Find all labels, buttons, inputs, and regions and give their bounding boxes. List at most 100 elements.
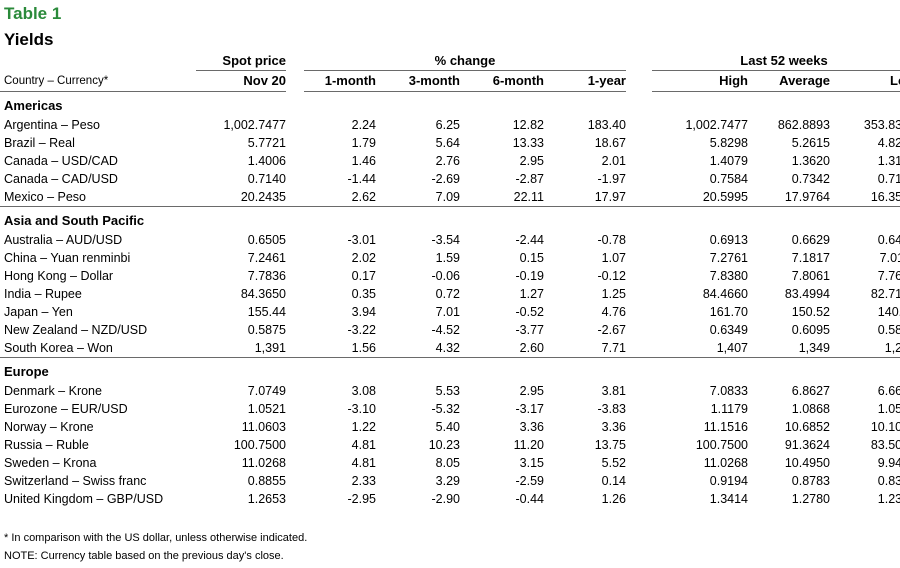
value-cell: 22.11 xyxy=(513,190,544,204)
table-row: Canada – CAD/USD 0.7140 -1.44 -2.69 -2.87 -1.… xyxy=(0,170,900,188)
value-cell: -2.44 xyxy=(515,233,545,247)
group-spot-price: Spot price xyxy=(196,52,286,71)
value-cell: 2.01 xyxy=(601,154,626,168)
spacer-cell xyxy=(286,267,304,285)
group-header-row: Spot price % change Last 52 weeks xyxy=(0,52,900,71)
value-cell: 1.2780 xyxy=(791,492,830,506)
spacer-cell xyxy=(626,303,652,321)
table-row: Australia – AUD/USD 0.6505 -3.01 -3.54 -2.44… xyxy=(0,231,900,249)
value-cell: 82.7130 xyxy=(870,287,900,301)
value-cell: 0.6629 xyxy=(791,233,830,247)
col-low: Low xyxy=(830,70,900,92)
value-cell: 183.40 xyxy=(587,118,626,132)
value-cell: 0.6349 xyxy=(709,323,748,337)
spacer-cell xyxy=(626,188,652,207)
value-cell: 7.0833 xyxy=(709,384,748,398)
value-cell: -3.83 xyxy=(597,402,627,416)
value-cell: -2.95 xyxy=(347,492,377,506)
value-cell: 10.6852 xyxy=(784,420,830,434)
value-cell: 8.05 xyxy=(435,456,460,470)
spacer-cell xyxy=(626,454,652,472)
country-currency-cell: Japan – Yen xyxy=(4,305,73,319)
value-cell: 1.59 xyxy=(435,251,460,265)
table-body: Americas Argentina – Peso 1,002.7477 2.24 6.… xyxy=(0,92,900,509)
value-cell: 0.7584 xyxy=(709,172,748,186)
table-row: Switzerland – Swiss franc 0.8855 2.33 3.29 -… xyxy=(0,472,900,490)
country-currency-cell: Mexico – Peso xyxy=(4,190,86,204)
value-cell: 0.7140 xyxy=(247,172,286,186)
spacer-cell xyxy=(286,249,304,267)
col-nov-20: Nov 20 xyxy=(196,70,286,92)
value-cell: 1.25 xyxy=(601,287,626,301)
value-cell: 1.0521 xyxy=(877,402,900,416)
value-cell: 20.2435 xyxy=(240,190,286,204)
value-cell: 7.0111 xyxy=(879,251,900,265)
value-cell: 1.26 xyxy=(601,492,626,506)
country-currency-cell: India – Rupee xyxy=(4,287,82,301)
table-row: South Korea – Won 1,391 1.56 4.32 2.60 7.71 1,… xyxy=(0,339,900,358)
value-cell: 0.8364 xyxy=(877,474,900,488)
spacer-cell xyxy=(626,134,652,152)
footnote-comparison: * In comparison with the US dollar, unle… xyxy=(4,532,308,544)
col-6-month: 6-month xyxy=(460,70,544,92)
value-cell: -1.97 xyxy=(597,172,627,186)
spacer-cell xyxy=(626,472,652,490)
value-cell: 10.23 xyxy=(428,438,460,452)
value-cell: 1.56 xyxy=(351,341,376,355)
country-currency-cell: Norway – Krone xyxy=(4,420,94,434)
value-cell: 1.27 xyxy=(519,287,544,301)
value-cell: 140.62 xyxy=(877,305,900,319)
spacer-cell xyxy=(626,152,652,170)
value-cell: 84.3650 xyxy=(240,287,286,301)
yields-table: Spot price % change Last 52 weeks Countr… xyxy=(0,52,900,508)
country-currency-cell: Hong Kong – Dollar xyxy=(4,269,114,283)
value-cell: 1.2332 xyxy=(877,492,900,506)
value-cell: 0.5850 xyxy=(877,323,900,337)
value-cell: 7.09 xyxy=(435,190,460,204)
value-cell: 4.32 xyxy=(435,341,460,355)
spacer-cell xyxy=(626,267,652,285)
value-cell: 7.7836 xyxy=(247,269,286,283)
value-cell: 100.7500 xyxy=(233,438,286,452)
spacer-cell xyxy=(626,285,652,303)
value-cell: 161.70 xyxy=(709,305,748,319)
value-cell: 0.6505 xyxy=(247,233,286,247)
value-cell: 5.7721 xyxy=(247,136,286,150)
value-cell: -0.44 xyxy=(515,492,545,506)
value-cell: -0.12 xyxy=(597,269,627,283)
value-cell: 0.17 xyxy=(351,269,376,283)
table-row: Sweden – Krona 11.0268 4.81 8.05 3.15 5.52 11.… xyxy=(0,454,900,472)
spacer-cell xyxy=(286,382,304,400)
table-row: New Zealand – NZD/USD 0.5875 -3.22 -4.52 -3.… xyxy=(0,321,900,339)
value-cell: 4.8253 xyxy=(877,136,900,150)
value-cell: 6.8627 xyxy=(791,384,830,398)
value-cell: 6.6658 xyxy=(877,384,900,398)
value-cell: -0.52 xyxy=(515,305,545,319)
value-cell: 2.60 xyxy=(519,341,544,355)
spacer-cell xyxy=(286,152,304,170)
value-cell: 7.01 xyxy=(435,305,460,319)
region-header: Americas xyxy=(0,92,900,117)
value-cell: 3.36 xyxy=(519,420,544,434)
country-currency-cell: Brazil – Real xyxy=(4,136,75,150)
region-name: Europe xyxy=(0,357,900,382)
value-cell: 1.0521 xyxy=(247,402,286,416)
spacer-cell xyxy=(626,400,652,418)
value-cell: 13.33 xyxy=(512,136,544,150)
value-cell: -3.54 xyxy=(431,233,461,247)
col-1-year: 1-year xyxy=(544,70,626,92)
spacer-cell xyxy=(286,285,304,303)
spacer-cell xyxy=(286,490,304,508)
spacer-cell xyxy=(286,134,304,152)
group-last-52-weeks: Last 52 weeks xyxy=(652,52,900,71)
value-cell: 1,288 xyxy=(884,341,900,355)
value-cell: 2.76 xyxy=(435,154,460,168)
table-title: Yields xyxy=(4,30,54,49)
value-cell: 0.9194 xyxy=(709,474,748,488)
col-average: Average xyxy=(748,70,830,92)
value-cell: 11.0268 xyxy=(703,456,748,470)
spacer-cell xyxy=(286,454,304,472)
value-cell: 5.8298 xyxy=(709,136,748,150)
country-currency-cell: South Korea – Won xyxy=(4,341,113,355)
value-cell: 1.3620 xyxy=(791,154,830,168)
